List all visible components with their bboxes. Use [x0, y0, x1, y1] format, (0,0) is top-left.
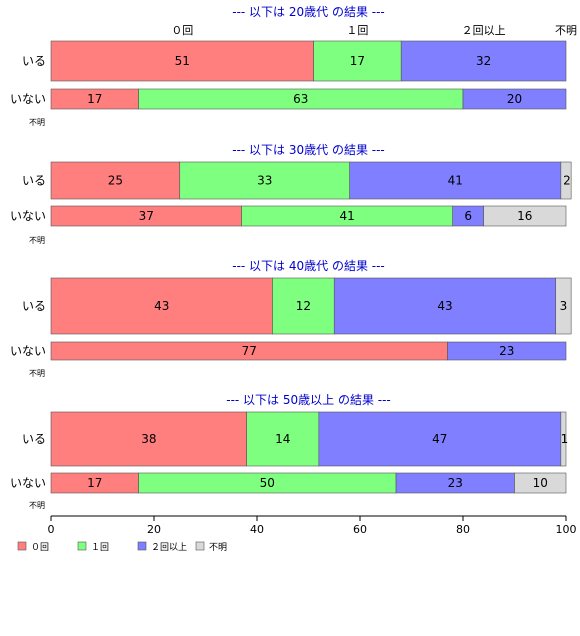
row-label: いない	[10, 344, 46, 358]
legend-swatch	[195, 541, 205, 551]
data-label: 12	[296, 299, 311, 313]
row-label-unknown: 不明	[29, 369, 45, 378]
bar-segment	[50, 277, 273, 335]
data-label: 50	[260, 476, 275, 490]
x-tick-label: 40	[250, 523, 264, 536]
data-label: 38	[141, 432, 156, 446]
data-label: 20	[507, 92, 522, 106]
data-label: 37	[139, 209, 154, 223]
data-label: 43	[154, 299, 169, 313]
data-label: 41	[448, 174, 463, 188]
data-label: 1	[561, 432, 569, 446]
column-header-label: 不明	[555, 24, 577, 37]
bar-segment	[555, 277, 572, 335]
panel-title: --- 以下は 30歳代 の結果 ---	[232, 143, 385, 157]
legend-swatch	[77, 541, 87, 551]
x-tick-label: 80	[456, 523, 470, 536]
bar-segment	[560, 411, 567, 467]
data-label: 33	[257, 174, 272, 188]
data-label: 23	[499, 344, 514, 358]
bar-segment	[318, 411, 562, 467]
data-label: 41	[339, 209, 354, 223]
data-label: 10	[533, 476, 548, 490]
row-label: いる	[22, 174, 46, 188]
column-header-label: ２回以上	[462, 24, 506, 37]
data-label: 17	[87, 92, 102, 106]
row-label: いない	[10, 92, 46, 106]
panel-title: --- 以下は 40歳代 の結果 ---	[232, 259, 385, 273]
bar-segment	[50, 161, 181, 200]
panel-title: --- 以下は 20歳代 の結果 ---	[232, 5, 385, 19]
data-label: 17	[350, 54, 365, 68]
row-label-unknown: 不明	[29, 118, 45, 127]
bar-segment	[246, 411, 320, 467]
legend-label: ２回以上	[151, 542, 187, 553]
bar-segment	[313, 40, 402, 82]
x-tick-label: 60	[353, 523, 367, 536]
x-tick-label: 20	[147, 523, 161, 536]
bar-segment	[560, 161, 572, 200]
bar-segment	[272, 277, 335, 335]
data-label: 47	[432, 432, 447, 446]
bar-segment	[50, 411, 247, 467]
legend-label: １回	[91, 542, 109, 553]
bar-segment	[349, 161, 562, 200]
bar-segment	[50, 40, 314, 82]
x-tick-label: 0	[48, 523, 55, 536]
row-label-unknown: 不明	[29, 501, 45, 510]
column-header-label: ０回	[171, 24, 193, 37]
data-label: 77	[242, 344, 257, 358]
column-header-label: １回	[346, 24, 368, 37]
data-label: 6	[464, 209, 472, 223]
bar-segment	[333, 277, 556, 335]
row-label: いる	[22, 432, 46, 446]
row-label: いる	[22, 54, 46, 68]
bar-segment	[179, 161, 350, 200]
data-label: 14	[275, 432, 290, 446]
legend-label: 不明	[209, 542, 227, 553]
row-label: いる	[22, 299, 46, 313]
bar-segment	[483, 205, 567, 227]
legend-swatch	[17, 541, 27, 551]
bar-segment	[400, 40, 567, 82]
x-tick-label: 100	[556, 523, 577, 536]
bar-segment	[462, 88, 567, 110]
legend-label: ０回	[31, 542, 49, 553]
data-label: 2	[563, 174, 571, 188]
data-label: 3	[560, 299, 568, 313]
row-label-unknown: 不明	[29, 236, 45, 245]
data-label: 17	[87, 476, 102, 490]
data-label: 43	[437, 299, 452, 313]
row-label: いない	[10, 476, 46, 490]
panel-title: --- 以下は 50歳以上 の結果 ---	[226, 393, 391, 407]
legend-swatch	[137, 541, 147, 551]
data-label: 23	[448, 476, 463, 490]
data-label: 16	[517, 209, 532, 223]
data-label: 51	[175, 54, 190, 68]
data-label: 63	[293, 92, 308, 106]
data-label: 25	[108, 174, 123, 188]
row-label: いない	[10, 209, 46, 223]
bar-segment	[514, 472, 567, 494]
bar-segment	[447, 341, 567, 361]
data-label: 32	[476, 54, 491, 68]
